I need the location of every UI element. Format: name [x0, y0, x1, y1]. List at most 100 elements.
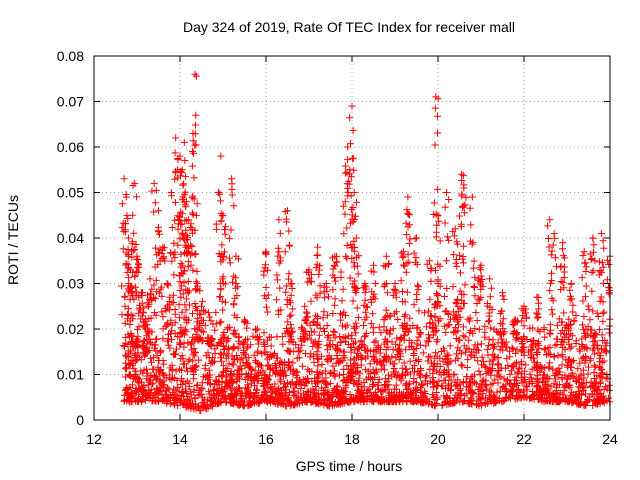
- data-point: [273, 276, 281, 284]
- data-point: [233, 352, 241, 359]
- data-point: [402, 365, 410, 373]
- data-point: [284, 207, 291, 215]
- data-point: [481, 322, 489, 330]
- data-point: [585, 305, 593, 313]
- data-point: [362, 308, 370, 316]
- data-point: [399, 394, 407, 402]
- data-point: [318, 384, 325, 392]
- data-point: [541, 371, 549, 379]
- data-point: [180, 279, 188, 287]
- data-point: [419, 349, 427, 357]
- data-point: [403, 231, 411, 239]
- data-point: [292, 372, 300, 380]
- data-point: [460, 184, 468, 192]
- data-point: [351, 284, 359, 291]
- data-point: [545, 364, 553, 372]
- y-axis-label: ROTI / TECUs: [5, 195, 21, 285]
- data-point: [178, 229, 186, 237]
- data-point: [564, 336, 572, 343]
- data-point: [164, 281, 172, 289]
- data-point: [252, 397, 260, 405]
- x-tick-label: 22: [516, 431, 532, 447]
- data-point: [141, 345, 149, 353]
- data-point: [154, 249, 162, 257]
- data-point: [453, 311, 461, 319]
- data-point: [244, 381, 252, 389]
- data-point: [572, 340, 580, 347]
- data-point: [322, 280, 330, 287]
- data-point: [271, 380, 279, 388]
- data-point: [347, 205, 355, 213]
- data-point: [190, 174, 198, 182]
- data-point: [139, 308, 147, 316]
- data-point: [310, 358, 318, 366]
- data-point: [243, 344, 251, 352]
- data-point: [487, 398, 495, 406]
- data-point: [577, 401, 585, 409]
- data-point: [256, 361, 264, 369]
- data-point: [175, 387, 183, 395]
- data-point: [230, 202, 238, 210]
- data-point: [138, 312, 146, 320]
- data-point: [489, 356, 497, 364]
- data-point: [310, 352, 318, 360]
- data-point: [411, 235, 419, 243]
- data-point: [362, 329, 370, 337]
- data-point: [229, 278, 236, 286]
- data-point: [512, 349, 519, 357]
- data-point: [392, 385, 400, 393]
- data-point: [490, 344, 497, 352]
- data-point: [134, 260, 142, 268]
- data-point: [433, 394, 441, 402]
- data-point: [262, 378, 270, 386]
- data-point: [600, 244, 608, 252]
- data-point: [155, 357, 163, 364]
- data-point: [198, 390, 206, 398]
- data-point: [523, 392, 531, 400]
- data-point: [237, 395, 245, 403]
- data-point: [255, 335, 263, 343]
- data-point: [154, 388, 162, 396]
- data-point: [569, 308, 577, 316]
- data-point: [470, 345, 478, 353]
- data-point: [182, 306, 190, 314]
- data-point: [168, 257, 176, 265]
- data-point: [595, 349, 603, 357]
- data-point: [588, 287, 596, 295]
- data-point: [352, 234, 360, 242]
- data-point: [205, 366, 213, 374]
- data-point: [331, 301, 339, 309]
- data-point: [129, 238, 137, 246]
- data-point: [206, 334, 214, 342]
- data-point: [381, 262, 389, 270]
- data-point: [341, 162, 349, 170]
- data-point: [426, 352, 434, 360]
- data-point: [498, 307, 506, 315]
- data-point: [382, 252, 390, 260]
- data-point: [143, 321, 151, 329]
- data-point: [497, 329, 504, 337]
- data-point: [229, 329, 237, 337]
- data-point: [398, 364, 406, 372]
- data-point: [264, 396, 271, 403]
- data-point: [501, 328, 509, 336]
- data-point: [125, 395, 133, 403]
- data-point: [185, 216, 193, 224]
- data-point: [347, 192, 355, 200]
- data-point: [555, 364, 563, 372]
- data-point: [342, 311, 350, 319]
- data-point: [122, 220, 130, 228]
- data-point: [561, 254, 569, 262]
- data-point: [155, 366, 163, 374]
- data-point: [386, 330, 394, 338]
- data-point: [185, 379, 193, 387]
- data-point: [406, 314, 414, 322]
- data-point: [264, 291, 272, 299]
- data-point: [168, 336, 175, 343]
- data-point: [353, 262, 361, 270]
- data-point: [154, 398, 162, 406]
- data-point: [290, 401, 298, 409]
- data-point: [308, 278, 315, 286]
- data-point: [329, 286, 337, 294]
- data-point: [316, 289, 324, 297]
